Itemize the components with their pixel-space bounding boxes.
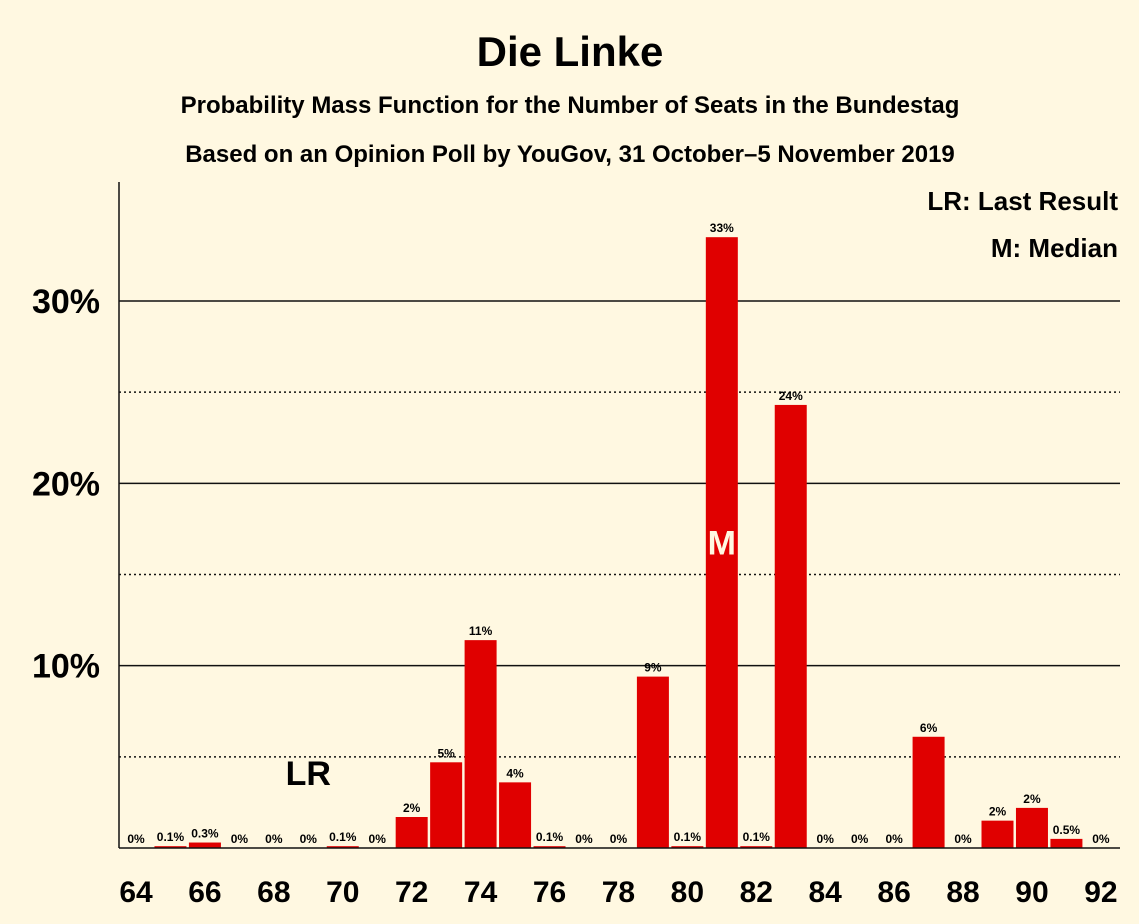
bar-83 [774,404,807,848]
x-tick-label-92: 92 [1084,876,1117,909]
value-label-69: 0% [300,832,318,846]
gridlines [119,300,1120,758]
x-tick-label-72: 72 [395,876,428,909]
legend-median: M: Median [991,233,1118,263]
value-label-64: 0% [127,832,145,846]
bar-76 [533,846,566,848]
value-label-91: 0.5% [1053,823,1081,837]
bars [154,237,1083,848]
bar-74 [464,640,497,848]
bar-80 [671,846,704,848]
bar-81 [705,237,738,848]
value-label-83: 24% [779,389,803,403]
x-tick-label-64: 64 [119,876,153,909]
x-tick-labels: 64 66 68 70 72 74 76 78 80 82 84 86 88 90 92 [119,876,1117,909]
bar-72 [395,817,428,848]
y-tick-labels: 10% 20% 30% [32,283,100,686]
value-label-78: 0% [610,832,628,846]
value-label-65: 0.1% [157,830,185,844]
bar-79 [636,676,669,848]
x-tick-label-80: 80 [671,876,704,909]
value-label-86: 0% [885,832,903,846]
chart-subtitle: Probability Mass Function for the Number… [181,92,960,119]
value-label-92: 0% [1092,832,1110,846]
y-tick-label-2: 30% [32,283,100,321]
bar-70 [326,846,359,848]
value-label-76: 0.1% [536,830,564,844]
value-label-80: 0.1% [674,830,702,844]
y-tick-label-0: 10% [32,648,100,686]
value-label-70: 0.1% [329,830,357,844]
last-result-marker: LR [286,755,331,793]
bar-75 [499,782,532,848]
bar-66 [188,842,221,848]
x-tick-label-76: 76 [533,876,566,909]
value-label-75: 4% [506,766,524,780]
value-label-89: 2% [989,805,1007,819]
bar-89 [981,820,1014,848]
x-tick-label-66: 66 [188,876,221,909]
bar-87 [912,736,945,848]
bar-65 [154,846,187,848]
x-tick-label-90: 90 [1015,876,1048,909]
bar-82 [740,846,773,848]
bar-90 [1015,807,1048,848]
value-label-85: 0% [851,832,869,846]
bar-91 [1050,838,1083,848]
value-label-68: 0% [265,832,283,846]
x-tick-label-74: 74 [464,876,498,909]
chart-title: Die Linke [477,28,664,75]
chart-subtitle-poll: Based on an Opinion Poll by YouGov, 31 O… [185,141,955,168]
x-tick-label-82: 82 [740,876,773,909]
x-tick-label-84: 84 [809,876,843,909]
value-label-88: 0% [954,832,972,846]
x-tick-label-68: 68 [257,876,290,909]
value-labels: 0% 0.1% 0.3% 0% 0% 0% 0.1% 0% 2% 5% 11% 4% 0.1% 0% 0% 9… [127,221,1110,846]
bar-73 [430,762,463,848]
median-marker: M [708,525,736,563]
value-label-72: 2% [403,801,421,815]
value-label-66: 0.3% [191,827,219,841]
value-label-77: 0% [575,832,593,846]
x-tick-label-70: 70 [326,876,359,909]
value-label-79: 9% [644,661,662,675]
value-label-87: 6% [920,721,938,735]
x-tick-label-88: 88 [946,876,979,909]
value-label-73: 5% [437,746,455,760]
value-label-90: 2% [1023,792,1041,806]
value-label-84: 0% [817,832,835,846]
x-tick-label-78: 78 [602,876,635,909]
x-tick-label-86: 86 [877,876,910,909]
legend-last-result: LR: Last Result [927,186,1118,216]
y-tick-label-1: 20% [32,465,100,503]
value-label-67: 0% [231,832,249,846]
value-label-81: 33% [710,221,734,235]
value-label-82: 0.1% [743,830,771,844]
value-label-74: 11% [469,624,493,638]
value-label-71: 0% [369,832,387,846]
